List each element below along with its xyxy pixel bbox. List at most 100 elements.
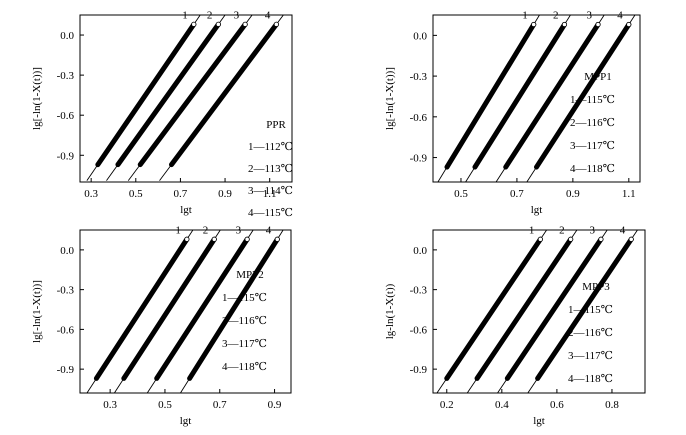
- data-series-4: [187, 236, 280, 381]
- legend-entry: 1—115℃: [568, 304, 613, 316]
- legend-entry: 4—118℃: [568, 373, 613, 385]
- legend-title: PPR: [266, 119, 286, 131]
- end-marker: [537, 236, 543, 242]
- y-axis-label: lg[-ln(1-X(t))]: [31, 67, 43, 130]
- y-axis-label: lg[-ln(1-X(t))]: [31, 280, 43, 343]
- series-label-3: 3: [234, 9, 240, 21]
- x-tick-label: 0.9: [268, 399, 282, 411]
- x-tick-label: 0.5: [454, 188, 468, 200]
- series-label-2: 2: [559, 224, 565, 236]
- data-series-3: [154, 236, 250, 381]
- data-series-3: [137, 21, 248, 168]
- legend-entry: 2—116℃: [568, 327, 613, 339]
- series-label-2: 2: [203, 224, 209, 236]
- legend-entry: 3—117℃: [222, 338, 267, 350]
- x-tick-label: 0.2: [440, 399, 454, 411]
- y-tick-label: -0.6: [57, 324, 75, 336]
- chart-panel-2: 0.5 0.7 0.9 1.1 0.0 -0.3 -0.6 -0.9 lgt lg[-ln(1-X…: [384, 10, 641, 216]
- x-tick-label: 0.8: [605, 399, 619, 411]
- y-tick-label: -0.9: [57, 364, 75, 376]
- end-marker: [626, 21, 632, 28]
- end-marker: [211, 236, 217, 242]
- legend-title: MPP2: [236, 269, 264, 281]
- legend-title: MPP1: [584, 71, 612, 83]
- x-tick-label: 0.7: [510, 188, 524, 200]
- data-series-1: [444, 22, 537, 170]
- x-tick-label: 0.6: [550, 399, 564, 411]
- plot-frame: [432, 229, 646, 394]
- series-label-1: 1: [175, 224, 181, 236]
- end-marker: [191, 21, 197, 27]
- data-series-2: [115, 21, 221, 168]
- end-marker: [595, 21, 601, 28]
- legend-entry: 3—117℃: [570, 140, 615, 152]
- data-series-2: [472, 22, 567, 170]
- legend-entry: 2—113℃: [248, 163, 293, 175]
- end-marker: [273, 21, 279, 27]
- y-tick-label: -0.9: [57, 150, 75, 162]
- data-series-3: [504, 236, 604, 381]
- series-label-4: 4: [265, 9, 271, 21]
- y-tick-label: -0.6: [57, 110, 75, 122]
- y-tick-label: -0.6: [410, 324, 428, 336]
- end-marker: [561, 21, 568, 28]
- plot-frame: [79, 229, 292, 394]
- series-label-3: 3: [587, 10, 593, 22]
- y-axis-label: lg-ln(1-X(t)): [384, 283, 396, 339]
- y-tick-label: -0.9: [410, 364, 428, 376]
- x-axis-label: lgt: [533, 415, 545, 427]
- end-marker: [274, 236, 280, 242]
- y-tick-label: 0.0: [60, 245, 74, 257]
- x-tick-label: 0.3: [84, 188, 98, 200]
- x-tick-label: 0.5: [129, 188, 143, 200]
- chart-panel-3: 0.3 0.5 0.7 0.9 0.0 -0.3 -0.6 -0.9 lgt lg[-ln(1-X…: [31, 224, 292, 427]
- y-tick-label: -0.3: [410, 71, 428, 83]
- x-tick-label: 0.4: [495, 399, 509, 411]
- end-marker: [215, 21, 221, 27]
- legend-entry: 1—115℃: [222, 292, 267, 304]
- chart-panel-4: 0.2 0.4 0.6 0.8 0.0 -0.3 -0.6 -0.9 lgt lg-ln(1-X(…: [384, 224, 646, 427]
- legend-entry: 2—116℃: [222, 315, 267, 327]
- series-label-4: 4: [620, 224, 626, 236]
- legend-title: MPP3: [582, 281, 610, 293]
- x-tick-label: 0.7: [174, 188, 188, 200]
- end-marker: [244, 236, 250, 242]
- series-label-1: 1: [182, 9, 188, 21]
- data-series-2: [121, 236, 217, 381]
- legend-entry: 2—116℃: [570, 117, 615, 129]
- end-marker: [598, 236, 604, 242]
- x-tick-label: 0.9: [218, 188, 232, 200]
- y-tick-label: -0.6: [410, 112, 428, 124]
- series-label-1: 1: [529, 224, 535, 236]
- x-tick-label: 0.9: [566, 188, 580, 200]
- x-tick-label: 0.7: [213, 399, 227, 411]
- series-label-3: 3: [236, 224, 242, 236]
- series-label-2: 2: [553, 10, 559, 22]
- legend-entry: 1—115℃: [570, 94, 615, 106]
- legend-entry: 4—118℃: [570, 163, 615, 175]
- y-tick-label: -0.3: [410, 285, 428, 297]
- series-label-4: 4: [617, 10, 623, 22]
- data-series-3: [503, 22, 601, 170]
- legend-entry: 1—112℃: [248, 141, 293, 153]
- data-series-1: [444, 236, 543, 381]
- series-label-3: 3: [589, 224, 595, 236]
- end-marker: [531, 21, 537, 28]
- y-tick-label: 0.0: [60, 30, 74, 42]
- data-series-4: [535, 236, 634, 381]
- end-marker: [628, 236, 634, 242]
- data-series-1: [93, 236, 190, 381]
- end-marker: [242, 21, 248, 27]
- y-tick-label: 0.0: [413, 245, 427, 257]
- x-axis-label: lgt: [180, 204, 192, 216]
- legend-entry: 4—115℃: [248, 207, 293, 219]
- end-marker: [568, 236, 574, 242]
- legend-entry: 3—117℃: [568, 350, 613, 362]
- x-axis-label: lgt: [531, 204, 543, 216]
- y-tick-label: 0.0: [413, 30, 427, 42]
- y-tick-label: -0.9: [410, 153, 428, 165]
- x-tick-label: 1.1: [263, 188, 277, 200]
- series-label-4: 4: [266, 224, 272, 236]
- legend-entry: 3—114℃: [248, 185, 293, 197]
